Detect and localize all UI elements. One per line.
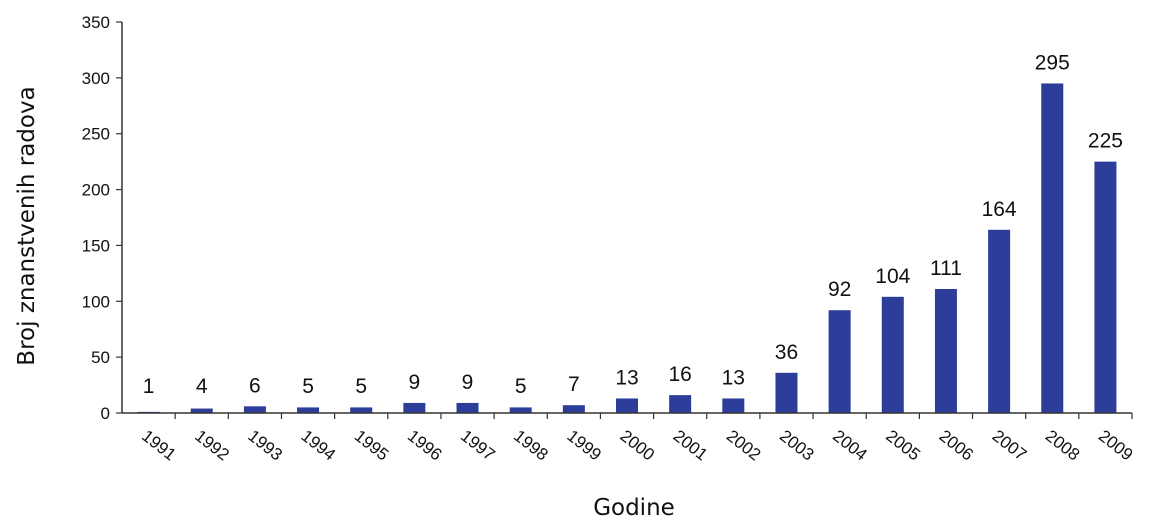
data-label-2008: 295	[1035, 51, 1070, 74]
y-tick-label: 50	[91, 348, 110, 367]
x-tick-label-1994: 1994	[298, 426, 340, 464]
y-tick-label: 0	[101, 404, 110, 423]
y-axis-ticks: 0 50 100 150 200 250 300 350	[82, 13, 122, 423]
bar-1994	[297, 407, 320, 413]
x-tick-label-1991: 1991	[138, 426, 180, 464]
bar-1992	[190, 408, 213, 413]
x-tick-label-2007: 2007	[989, 426, 1031, 464]
data-label-2009: 225	[1088, 130, 1123, 153]
bar-1996	[403, 402, 426, 413]
x-axis-title: Godine	[593, 495, 675, 521]
x-tick-label-2009: 2009	[1095, 426, 1137, 464]
bar-2007	[988, 229, 1011, 413]
bar-2006	[934, 288, 957, 413]
y-tick-label: 350	[82, 13, 110, 32]
data-label-1994: 5	[302, 375, 314, 398]
bar-1999	[562, 405, 585, 413]
x-axis-ticks: 1991 1992 1993 1994 1995 1996 1997 1998 1999 2000…	[138, 413, 1136, 464]
x-tick-label-2005: 2005	[882, 426, 924, 464]
y-axis-title: Broj znanstvenih radova	[14, 86, 40, 365]
x-tick-label-1996: 1996	[404, 426, 446, 464]
data-label-2003: 36	[775, 341, 798, 364]
data-label-2002: 13	[722, 366, 745, 389]
y-tick-label: 100	[82, 292, 110, 311]
data-label-1993: 6	[249, 374, 261, 397]
bar-2001	[669, 395, 692, 413]
x-tick-label-2004: 2004	[829, 426, 871, 464]
x-tick-label-1995: 1995	[351, 426, 393, 464]
x-tick-label-1992: 1992	[191, 426, 233, 464]
y-tick-label: 150	[82, 236, 110, 255]
bar-1995	[350, 407, 373, 413]
data-label-2005: 104	[875, 265, 910, 288]
data-label-1997: 9	[462, 371, 474, 394]
data-label-2004: 92	[828, 278, 851, 301]
data-label-1998: 5	[515, 375, 527, 398]
data-label-1992: 4	[196, 375, 208, 398]
x-tick-label-2006: 2006	[935, 426, 977, 464]
data-label-2001: 16	[668, 363, 691, 386]
y-tick-label: 250	[82, 125, 110, 144]
bar-1993	[243, 406, 266, 413]
x-tick-label-2008: 2008	[1042, 426, 1084, 464]
data-labels-group: 1 4 6 5 5 9 9 5 7 13 16 13 36 92 104 111 164 295 225	[143, 51, 1123, 398]
bar-2004	[828, 310, 851, 413]
data-label-2006: 111	[930, 257, 962, 280]
x-tick-label-2001: 2001	[670, 426, 712, 464]
bar-1998	[509, 407, 532, 413]
data-label-1991: 1	[143, 375, 155, 398]
bar-2003	[775, 372, 798, 413]
x-tick-label-1999: 1999	[563, 426, 605, 464]
x-tick-label-1998: 1998	[510, 426, 552, 464]
bar-2009	[1094, 161, 1117, 413]
x-tick-label-1993: 1993	[244, 426, 286, 464]
bar-2005	[881, 296, 904, 413]
x-tick-label-2002: 2002	[723, 426, 765, 464]
x-tick-label-1997: 1997	[457, 426, 499, 464]
bar-2008	[1041, 83, 1064, 413]
y-tick-label: 200	[82, 181, 110, 200]
data-label-1995: 5	[355, 375, 367, 398]
bar-1997	[456, 402, 479, 413]
bar-2002	[722, 398, 745, 413]
bar-2000	[616, 398, 638, 413]
bars-group	[137, 83, 1117, 414]
y-tick-label: 300	[82, 69, 110, 88]
data-label-1996: 9	[409, 371, 421, 394]
data-label-1999: 7	[568, 373, 580, 396]
x-tick-label-2000: 2000	[617, 426, 659, 464]
x-tick-label-2003: 2003	[776, 426, 818, 464]
data-label-2000: 13	[615, 366, 638, 389]
data-label-2007: 164	[982, 198, 1017, 221]
